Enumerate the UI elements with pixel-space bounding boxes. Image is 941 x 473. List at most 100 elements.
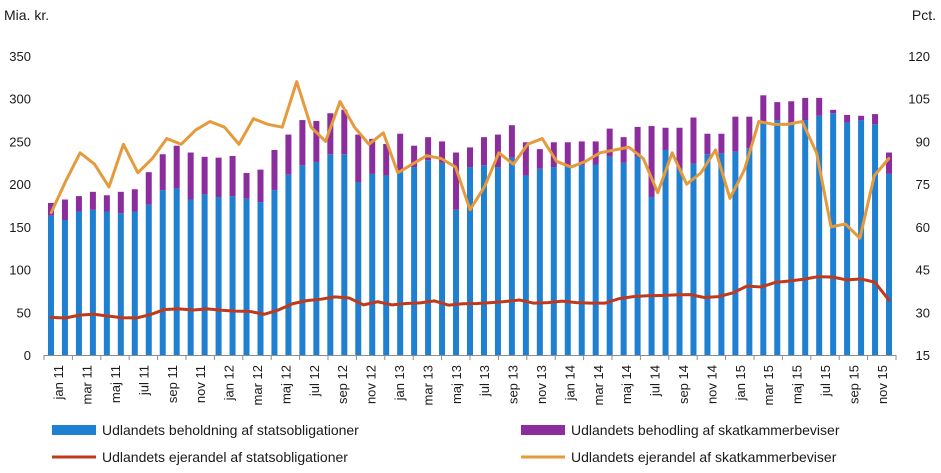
bar-bill-holding — [536, 149, 543, 169]
bar-bond-holding — [313, 161, 320, 355]
bar-bill-holding — [606, 128, 613, 157]
right-tick-label: 45 — [916, 263, 930, 278]
x-tick-label: jan 12 — [222, 365, 237, 401]
bar-bill-holding — [662, 127, 669, 150]
x-axis: jan 11 mar 11 maj 11 jul 11 sep 11 nov 11 jan … — [43, 355, 897, 405]
x-tick-label: nov 15 — [875, 365, 890, 404]
bar-bond-holding — [341, 154, 348, 355]
bar-bond-holding — [243, 198, 250, 355]
legend-swatch-bill-holding — [521, 425, 565, 435]
x-tick-label: sep 12 — [335, 365, 350, 404]
bar-bill-holding — [718, 133, 725, 154]
x-tick-label: maj 15 — [790, 365, 805, 404]
x-tick-label: mar 14 — [591, 365, 606, 405]
bar-bill-holding — [257, 169, 264, 203]
bar-bill-holding — [453, 152, 460, 210]
bar-bond-holding — [369, 173, 376, 355]
bar-bond-holding — [550, 167, 557, 355]
bar-bond-holding — [676, 168, 683, 355]
bar-bill-holding — [578, 141, 585, 166]
left-tick-label: 0 — [24, 348, 31, 363]
bar-bond-holding — [285, 174, 292, 355]
bar-bill-holding — [872, 114, 879, 125]
bar-bond-holding — [480, 165, 487, 355]
bar-bill-holding — [159, 154, 166, 191]
bar-bond-holding — [578, 165, 585, 355]
bar-bill-holding — [886, 152, 893, 174]
bar-bill-holding — [844, 114, 851, 123]
x-tick-label: mar 13 — [420, 365, 435, 405]
bar-bond-holding — [564, 167, 571, 355]
bar-bond-holding — [774, 120, 781, 355]
legend-label-bond-holding: Udlandets beholdning af statsobligatione… — [102, 422, 359, 438]
bar-bond-holding — [802, 120, 809, 355]
bar-bill-holding — [327, 113, 334, 155]
bar-bond-holding — [439, 162, 446, 355]
legend-swatch-bond-holding — [52, 425, 96, 435]
bar-bond-holding — [732, 151, 739, 355]
legend-label-bill-share: Udlandets ejerandel af skatkammerbeviser — [571, 449, 837, 465]
bar-bond-holding — [75, 211, 82, 355]
bar-bond-holding — [453, 209, 460, 355]
bar-bill-holding — [103, 195, 110, 212]
bar-bill-holding — [690, 117, 697, 164]
bar-bill-holding — [187, 152, 194, 200]
right-tick-label: 120 — [908, 49, 930, 64]
bar-bond-holding — [159, 190, 166, 355]
bar-bill-holding — [704, 133, 711, 155]
bar-bond-holding — [47, 215, 54, 355]
bar-bill-holding — [173, 145, 180, 189]
left-tick-label: 200 — [9, 177, 31, 192]
x-tick-label: nov 13 — [534, 365, 549, 404]
bar-bond-holding — [606, 156, 613, 355]
bar-bill-holding — [620, 137, 627, 163]
x-tick-label: nov 12 — [364, 365, 379, 404]
bar-bill-holding — [494, 134, 501, 168]
bar-bond-holding — [788, 122, 795, 355]
bar-bill-holding — [676, 127, 683, 169]
bar-bond-holding — [229, 196, 236, 355]
bar-bill-holding — [271, 149, 278, 191]
bar-bond-holding — [872, 124, 879, 355]
bar-bill-holding — [480, 137, 487, 166]
bar-bill-holding — [145, 172, 152, 205]
x-tick-label: nov 14 — [704, 365, 719, 404]
bar-bond-holding — [201, 194, 208, 355]
x-tick-label: sep 14 — [676, 365, 691, 404]
bar-bill-holding — [774, 102, 781, 121]
bar-bill-holding — [383, 143, 390, 176]
bar-bond-holding — [886, 173, 893, 355]
bar-bond-holding — [187, 199, 194, 355]
left-tick-label: 250 — [9, 134, 31, 149]
bar-bill-holding — [746, 116, 753, 149]
bar-bill-holding — [760, 95, 767, 123]
bar-bond-holding — [271, 190, 278, 355]
bar-bond-holding — [299, 165, 306, 355]
bar-bill-holding — [411, 145, 418, 168]
x-tick-label: mar 12 — [250, 365, 265, 405]
bar-bond-holding — [117, 213, 124, 355]
x-tick-label: maj 13 — [449, 365, 464, 404]
bar-bill-holding — [131, 189, 138, 212]
x-tick-label: jan 11 — [51, 365, 66, 400]
bar-bill-holding — [830, 109, 837, 114]
x-tick-label: sep 11 — [165, 365, 180, 403]
bar-bond-holding — [467, 167, 473, 355]
bar-bond-holding — [662, 149, 669, 355]
left-tick-label: 300 — [9, 92, 31, 107]
bar-bond-holding — [103, 211, 110, 355]
bar-bill-holding — [508, 125, 515, 158]
bar-bond-holding — [508, 157, 515, 355]
left-tick-label: 150 — [9, 220, 31, 235]
x-tick-label: jul 12 — [307, 365, 322, 397]
x-tick-label: jan 13 — [392, 365, 407, 401]
legend: Udlandets beholdning af statsobligatione… — [52, 422, 840, 465]
right-tick-label: 90 — [916, 134, 930, 149]
bar-bill-holding — [732, 116, 739, 152]
bar-bill-holding — [858, 115, 865, 121]
right-tick-label: 30 — [916, 305, 930, 320]
bar-bill-holding — [89, 191, 96, 210]
bar-bond-holding — [411, 167, 418, 355]
left-tick-label: 350 — [9, 49, 31, 64]
